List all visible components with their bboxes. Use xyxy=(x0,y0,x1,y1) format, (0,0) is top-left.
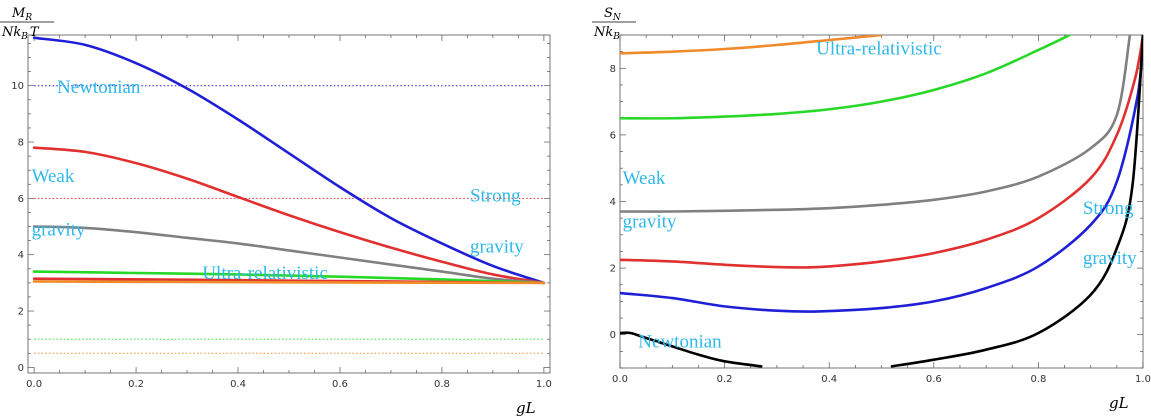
series-line-6 xyxy=(32,146,546,285)
series-line-7 xyxy=(32,225,546,285)
chart-panel-1: 0.0 0.2 0.4 0.6 0.8 1.0 0 2 4 6 8 10 Newtonian Weak gr… xyxy=(0,6,552,417)
annotation-label: gravity xyxy=(470,236,524,257)
annotation-label: Ultra-relativistic xyxy=(202,263,328,284)
x-tick-label: 0.2 xyxy=(717,374,733,385)
y-tick-label: 4 xyxy=(18,250,24,261)
series-line-5 xyxy=(620,35,1143,313)
x-tick-label: 0.8 xyxy=(1030,374,1046,385)
y-axis-label-denominator: NkB T xyxy=(1,25,40,42)
y-tick-label: 0 xyxy=(18,363,24,374)
y-tick-label: 10 xyxy=(11,81,24,92)
series-line-7 xyxy=(890,35,1143,368)
annotation-label: Ultra-relativistic xyxy=(816,38,942,59)
annotation-label: gravity xyxy=(32,219,86,240)
x-tick-label: 0.4 xyxy=(230,379,246,390)
x-tick-label: 1.0 xyxy=(536,379,552,390)
series-line-5 xyxy=(32,36,546,285)
annotation-label: Weak xyxy=(623,168,666,189)
x-axis-label: gL xyxy=(1109,394,1129,412)
y-axis-label-numerator: SN xyxy=(604,6,622,23)
y-tick-label: 8 xyxy=(18,138,24,149)
annotation-label: gravity xyxy=(1083,248,1137,269)
y-tick-label: 0 xyxy=(610,330,616,341)
x-axis-label: gL xyxy=(516,399,536,417)
annotation-label: Newtonian xyxy=(638,331,722,352)
y-tick-label: 2 xyxy=(610,264,616,275)
y-tick-label: 6 xyxy=(610,130,616,141)
annotation-label: Strong xyxy=(1083,198,1134,219)
y-axis-label-numerator: MR xyxy=(11,6,32,23)
series-line-8 xyxy=(32,270,546,285)
annotation-label: Strong xyxy=(470,186,521,207)
x-tick-label: 0.2 xyxy=(128,379,144,390)
y-tick-label: 8 xyxy=(610,64,616,75)
annotation-label: gravity xyxy=(623,211,677,232)
annotation-label: Newtonian xyxy=(57,77,141,98)
x-tick-label: 0.6 xyxy=(926,374,942,385)
y-tick-label: 2 xyxy=(18,307,24,318)
chart-panel-2: 0.0 0.2 0.4 0.6 0.8 1.0 0 2 4 6 8 Ultra-relativisti… xyxy=(592,6,1151,412)
annotation-label: Weak xyxy=(32,166,75,187)
y-axis-label-denominator: NkB xyxy=(593,25,620,42)
x-tick-label: 0.6 xyxy=(332,379,348,390)
y-tick-label: 6 xyxy=(18,194,24,205)
x-tick-label: 1.0 xyxy=(1135,374,1151,385)
series-line-6 xyxy=(620,331,763,368)
x-tick-label: 0.0 xyxy=(26,379,42,390)
series-line-2 xyxy=(620,35,1072,120)
series-line-4 xyxy=(620,35,1143,269)
series-line-10 xyxy=(32,280,546,285)
x-tick-label: 0.0 xyxy=(612,374,628,385)
x-tick-label: 0.8 xyxy=(434,379,450,390)
series-line-3 xyxy=(620,35,1132,213)
x-tick-label: 0.4 xyxy=(821,374,837,385)
series-line-1 xyxy=(620,35,883,55)
y-tick-label: 4 xyxy=(610,197,616,208)
